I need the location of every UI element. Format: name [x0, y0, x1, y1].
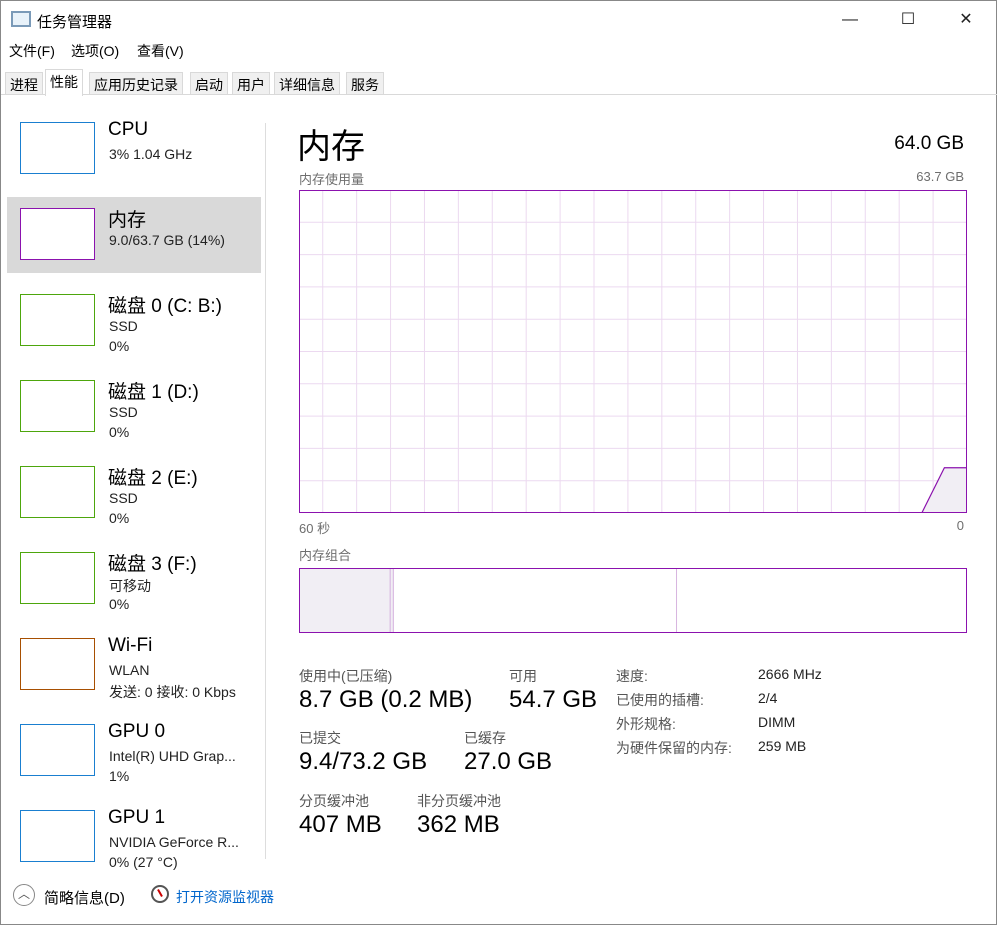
detail-value: 2666 MHz [758, 666, 822, 682]
available-label: 可用 [509, 668, 537, 684]
sidebar-item-detail: 1% [109, 768, 130, 784]
nonpaged-pool-value: 362 MB [417, 811, 500, 838]
sidebar-thumbnail-graph [20, 208, 95, 260]
sidebar-item-detail: 3% 1.04 GHz [109, 146, 193, 162]
tab-performance[interactable]: 性能 [45, 69, 83, 96]
total-memory: 64.0 GB [894, 133, 964, 154]
sidebar-thumbnail-graph [20, 810, 95, 862]
close-button[interactable]: ✕ [959, 11, 973, 28]
tab-processes[interactable]: 进程 [5, 72, 43, 95]
memory-usage-graph [299, 190, 967, 513]
sidebar-thumbnail-graph [20, 466, 95, 518]
sidebar-thumbnail-graph [20, 122, 95, 174]
open-resource-monitor-link[interactable]: 打开资源监视器 [176, 889, 274, 905]
cached-value: 27.0 GB [464, 748, 553, 775]
sidebar-item-name: 磁盘 1 (D:) [108, 382, 199, 403]
sidebar-item[interactable]: 内存 9.0/63.7 GB (14%) [7, 197, 261, 273]
menu-options[interactable]: 选项(O) [71, 43, 120, 59]
sidebar-thumbnail-graph [20, 552, 95, 604]
sidebar-item-detail: 发送: 0 接收: 0 Kbps [109, 684, 236, 700]
sidebar-item-name: GPU 1 [108, 807, 166, 828]
page-title: 内存 [297, 128, 365, 166]
resource-monitor-icon [151, 885, 169, 903]
detail-label: 已使用的插槽: [616, 692, 704, 708]
sidebar-item[interactable]: 磁盘 2 (E:) SSD 0% [7, 455, 261, 531]
available-value: 54.7 GB [509, 686, 598, 713]
minimize-button[interactable]: — [842, 11, 858, 28]
menu-view[interactable]: 查看(V) [137, 43, 184, 59]
sidebar-item-detail: SSD [109, 318, 138, 334]
tab-app-history[interactable]: 应用历史记录 [89, 72, 183, 95]
less-details-button[interactable]: 简略信息(D) [44, 890, 125, 907]
sidebar-item[interactable]: GPU 1 NVIDIA GeForce R... 0% (27 °C) [7, 799, 261, 875]
sidebar-item-detail: Intel(R) UHD Grap... [109, 748, 236, 764]
detail-value: 2/4 [758, 690, 778, 706]
sidebar-item[interactable]: CPU 3% 1.04 GHz [7, 111, 261, 187]
sidebar-item-detail: 可移动 [109, 578, 151, 594]
sidebar-item-detail: SSD [109, 404, 138, 420]
detail-label: 为硬件保留的内存: [616, 740, 732, 756]
tab-startup[interactable]: 启动 [190, 72, 228, 95]
sidebar-item-detail: 0% [109, 510, 130, 526]
sidebar-item-name: 磁盘 0 (C: B:) [108, 296, 223, 317]
sidebar-item[interactable]: 磁盘 3 (F:) 可移动 0% [7, 541, 261, 617]
sidebar-item[interactable]: 磁盘 1 (D:) SSD 0% [7, 369, 261, 445]
sidebar-item[interactable]: GPU 0 Intel(R) UHD Grap... 1% [7, 713, 261, 789]
detail-label: 速度: [616, 668, 648, 684]
sidebar-item-name: 内存 [108, 210, 147, 231]
sidebar-item-detail: 0% (27 °C) [109, 854, 178, 870]
sidebar-item-detail: 0% [109, 596, 130, 612]
sidebar-thumbnail-graph [20, 638, 95, 690]
detail-label: 外形规格: [616, 716, 676, 732]
window-title: 任务管理器 [37, 14, 113, 31]
task-manager-icon [11, 11, 31, 27]
sidebar-item[interactable]: 磁盘 0 (C: B:) SSD 0% [7, 283, 261, 359]
divider [265, 123, 266, 859]
usage-label: 内存使用量 [299, 172, 365, 187]
tab-details[interactable]: 详细信息 [274, 72, 340, 95]
sidebar-item-name: GPU 0 [108, 721, 166, 742]
detail-value: 259 MB [758, 738, 807, 754]
paged-pool-label: 分页缓冲池 [299, 793, 369, 809]
sidebar-item-detail: WLAN [109, 662, 150, 678]
composition-label: 内存组合 [299, 548, 352, 563]
sidebar-item-name: 磁盘 2 (E:) [108, 468, 198, 489]
committed-value: 9.4/73.2 GB [299, 748, 428, 775]
sidebar-item-name: CPU [108, 119, 149, 140]
maximize-button[interactable]: ☐ [900, 11, 916, 28]
tab-users[interactable]: 用户 [232, 72, 270, 95]
title-bar: 任务管理器 — ☐ ✕ [1, 1, 997, 39]
sidebar-thumbnail-graph [20, 294, 95, 346]
tab-services[interactable]: 服务 [346, 72, 384, 95]
sidebar-item-name: 磁盘 3 (F:) [108, 554, 197, 575]
sidebar-item-name: Wi-Fi [108, 635, 153, 656]
in-use-label: 使用中(已压缩) [299, 668, 393, 684]
sidebar-item-detail: 0% [109, 338, 130, 354]
chevron-up-icon[interactable]: ︿ [13, 884, 35, 906]
in-use-segment [299, 568, 391, 633]
menu-file[interactable]: 文件(F) [9, 43, 55, 59]
standby-segment [392, 568, 678, 633]
sidebar-item-detail: NVIDIA GeForce R... [109, 834, 239, 850]
usage-max: 63.7 GB [916, 169, 964, 184]
sidebar-item-detail: 9.0/63.7 GB (14%) [109, 232, 225, 248]
in-use-value: 8.7 GB (0.2 MB) [299, 686, 473, 713]
detail-value: DIMM [758, 714, 796, 730]
sidebar-item-detail: 0% [109, 424, 130, 440]
x-axis-left-label: 60 秒 [299, 521, 331, 536]
sidebar-item[interactable]: Wi-Fi WLAN 发送: 0 接收: 0 Kbps [7, 627, 261, 703]
graph-border [299, 190, 967, 513]
sidebar-thumbnail-graph [20, 724, 95, 776]
nonpaged-pool-label: 非分页缓冲池 [417, 793, 501, 809]
committed-label: 已提交 [299, 730, 341, 746]
free-segment [676, 568, 967, 633]
memory-composition-bar [299, 568, 967, 633]
cached-label: 已缓存 [464, 730, 506, 746]
x-axis-right-label: 0 [956, 518, 964, 533]
tab-bar: 进程 性能 应用历史记录 启动 用户 详细信息 服务 [1, 69, 997, 96]
sidebar-thumbnail-graph [20, 380, 95, 432]
paged-pool-value: 407 MB [299, 811, 382, 838]
composition-border [299, 568, 967, 633]
sidebar-item-detail: SSD [109, 490, 138, 506]
